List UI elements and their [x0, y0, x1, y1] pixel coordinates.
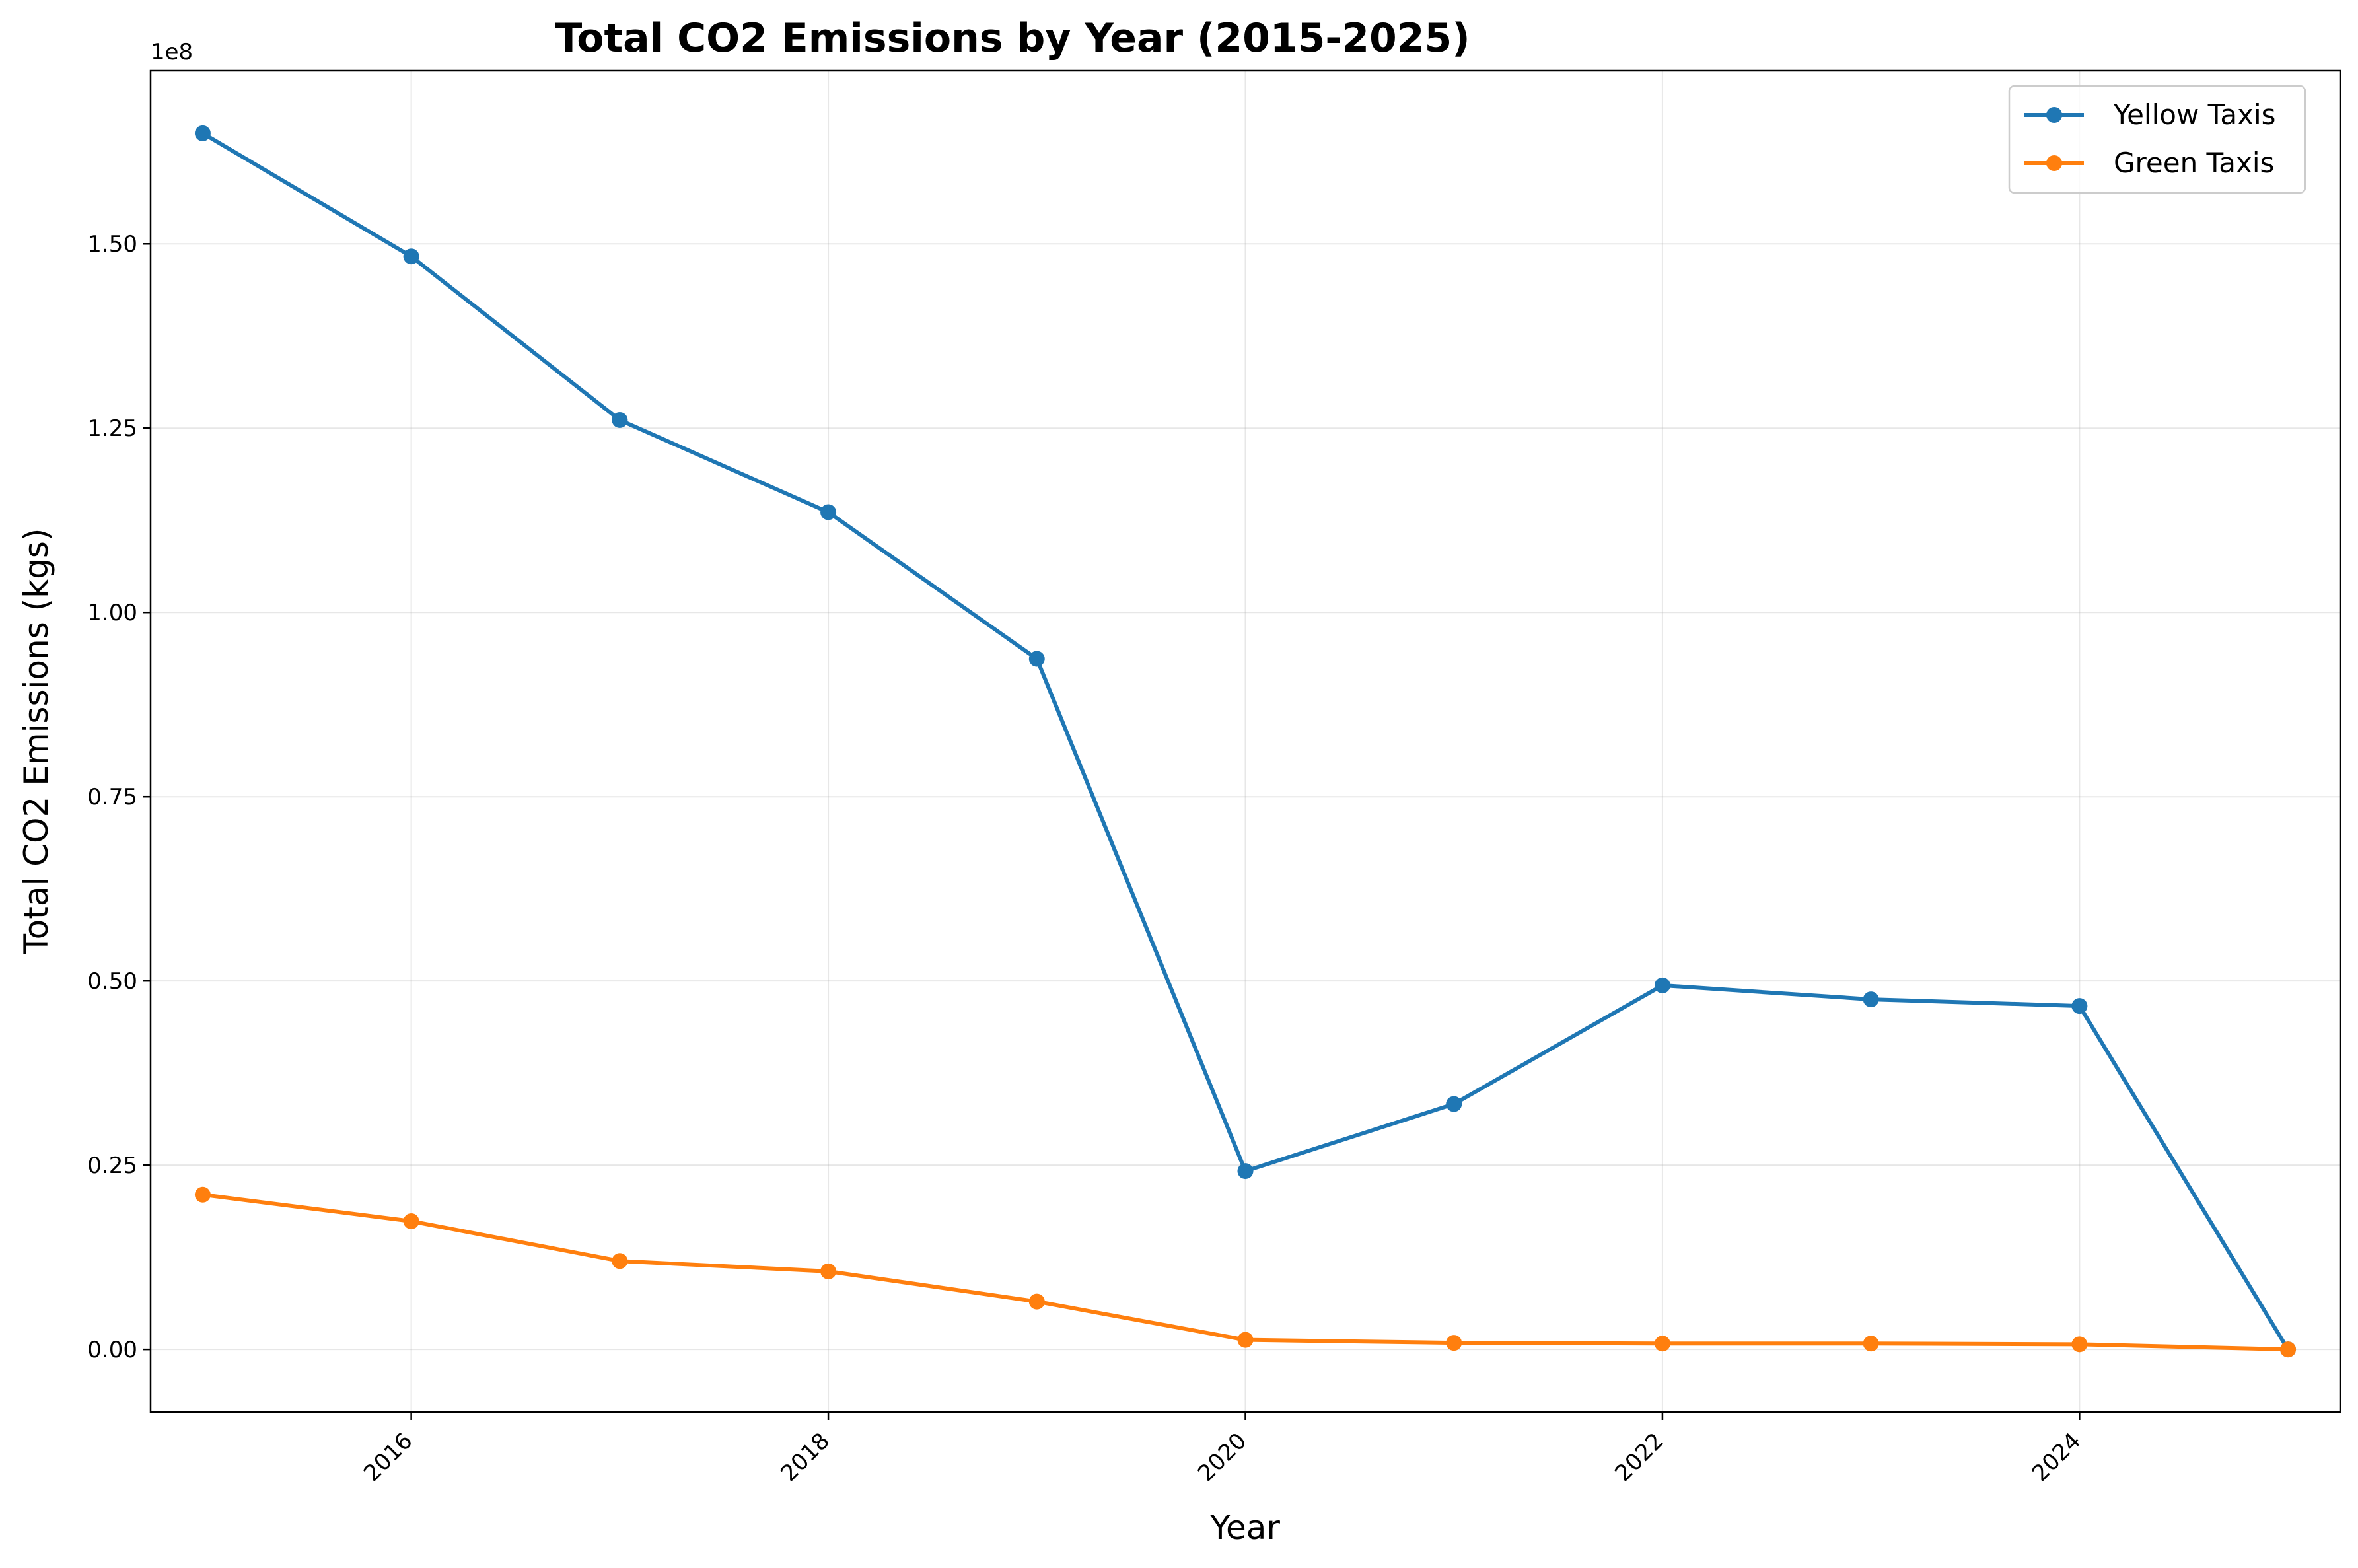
- legend-yellow-label: Yellow Taxis: [2113, 98, 2276, 131]
- chart-title: Total CO2 Emissions by Year (2015-2025): [555, 15, 1470, 61]
- y-tick-label: 0.00: [87, 1337, 137, 1363]
- series-green-taxis: [194, 1186, 2297, 1358]
- data-point: [2280, 1341, 2297, 1358]
- data-series: [194, 125, 2297, 1358]
- x-tick-label: 2018: [775, 1428, 834, 1487]
- data-point: [403, 248, 419, 265]
- data-point: [1446, 1096, 1462, 1112]
- legend: Yellow Taxis Green Taxis: [2008, 85, 2306, 194]
- data-point: [820, 1263, 837, 1279]
- data-point: [612, 411, 628, 428]
- x-axis-label: Year: [1209, 1509, 1280, 1547]
- y-tick-label: 0.25: [87, 1153, 137, 1179]
- data-point: [820, 504, 837, 520]
- y-tick-label: 1.50: [87, 231, 137, 258]
- data-point: [2071, 1336, 2088, 1353]
- x-tick-label: 2022: [1610, 1428, 1668, 1487]
- legend-green-marker: [2046, 155, 2062, 171]
- legend-frame: [2008, 85, 2306, 194]
- data-point: [194, 125, 211, 141]
- y-tick-label: 1.25: [87, 415, 137, 442]
- series-yellow-taxis: [194, 125, 2297, 1358]
- x-tick-label: 2024: [2027, 1428, 2086, 1487]
- x-axis-ticks: 2016 2018 2020 2022 2024: [359, 1412, 2086, 1487]
- data-point: [1028, 1293, 1045, 1310]
- data-point: [1446, 1335, 1462, 1351]
- data-point: [1237, 1332, 1254, 1348]
- y-tick-label: 1.00: [87, 600, 137, 626]
- legend-green-label: Green Taxis: [2114, 147, 2274, 179]
- data-point: [403, 1213, 419, 1229]
- data-point: [2071, 998, 2088, 1015]
- grid-lines: [151, 71, 2340, 1412]
- data-point: [612, 1253, 628, 1269]
- x-tick-label: 2020: [1193, 1428, 1252, 1487]
- data-point: [1654, 1336, 1670, 1352]
- y-tick-label: 0.75: [87, 784, 137, 810]
- data-point: [1237, 1163, 1254, 1180]
- plot-background: [151, 71, 2340, 1412]
- y-axis-label: Total CO2 Emissions (kgs): [17, 528, 55, 955]
- data-point: [1028, 651, 1045, 667]
- data-point: [1863, 1336, 1879, 1352]
- data-point: [1654, 977, 1670, 993]
- y-tick-label: 0.50: [87, 968, 137, 995]
- data-point: [194, 1186, 211, 1203]
- data-point: [1863, 991, 1879, 1008]
- legend-yellow-marker: [2046, 107, 2062, 123]
- y-axis-ticks: 0.00 0.25 0.50 0.75 1.00 1.25 1.50: [87, 231, 151, 1363]
- y-axis-offset-label: 1e8: [151, 39, 193, 65]
- x-tick-label: 2016: [359, 1428, 417, 1487]
